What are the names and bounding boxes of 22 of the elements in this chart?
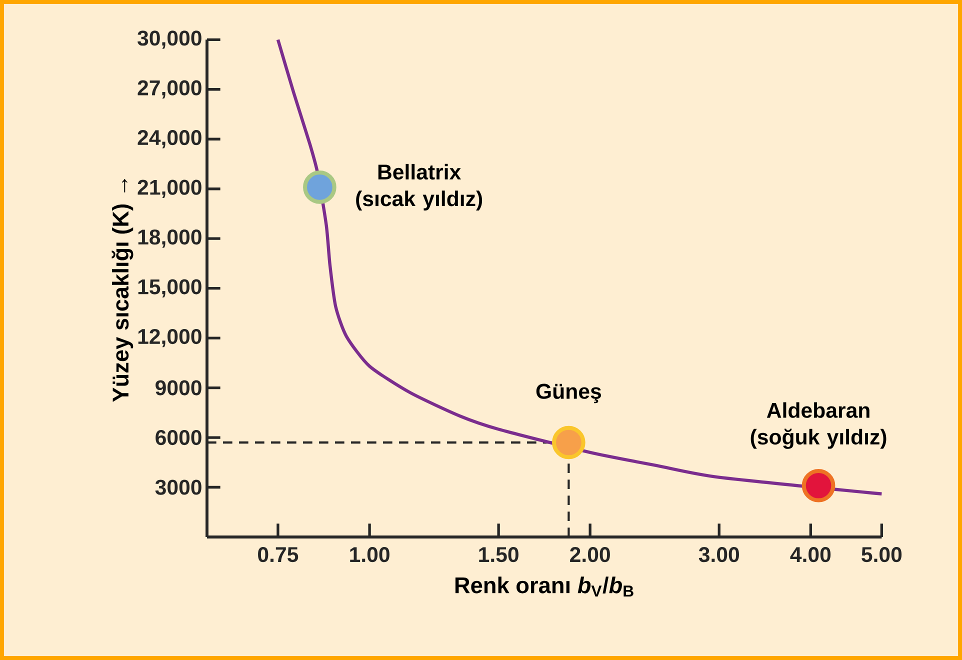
y-tick-label: 3000 — [155, 480, 202, 495]
x-axis-title: Renk oranı b$_{V}$/b$_{B}$ — [455, 576, 634, 597]
x-tick-label: 1.50 — [479, 547, 518, 562]
y-tick-label: 6000 — [156, 430, 202, 446]
x-tick-label: 2.00 — [570, 547, 610, 562]
y-tick-label: 18,000 — [138, 230, 202, 248]
annotation: Güneş — [536, 384, 602, 404]
y-tick-label: 30,000 — [138, 30, 202, 49]
y-tick-label: 27,000 — [138, 80, 202, 98]
annotation: Aldebaran (soğuk yıldız) — [750, 402, 886, 449]
y-tick-label: 24,000 — [138, 130, 202, 148]
x-tick-label: 1.00 — [350, 547, 390, 562]
y-tick-label: 12,000 — [138, 328, 202, 348]
y-axis-title: Yüzey sıcaklığı (K) → — [112, 178, 134, 402]
x-tick-label: 3.00 — [698, 547, 739, 562]
x-tick-label: 5.00 — [862, 547, 902, 562]
y-tick-label: 21,000 — [138, 180, 202, 198]
x-tick-label: 4.00 — [790, 547, 831, 562]
y-tick-label: 9000 — [156, 380, 202, 396]
y-tick-label: 15,000 — [138, 279, 202, 298]
x-tick-label: 0.75 — [258, 547, 298, 562]
annotation: Bellatrix (sıcak yıldız) — [356, 164, 482, 210]
